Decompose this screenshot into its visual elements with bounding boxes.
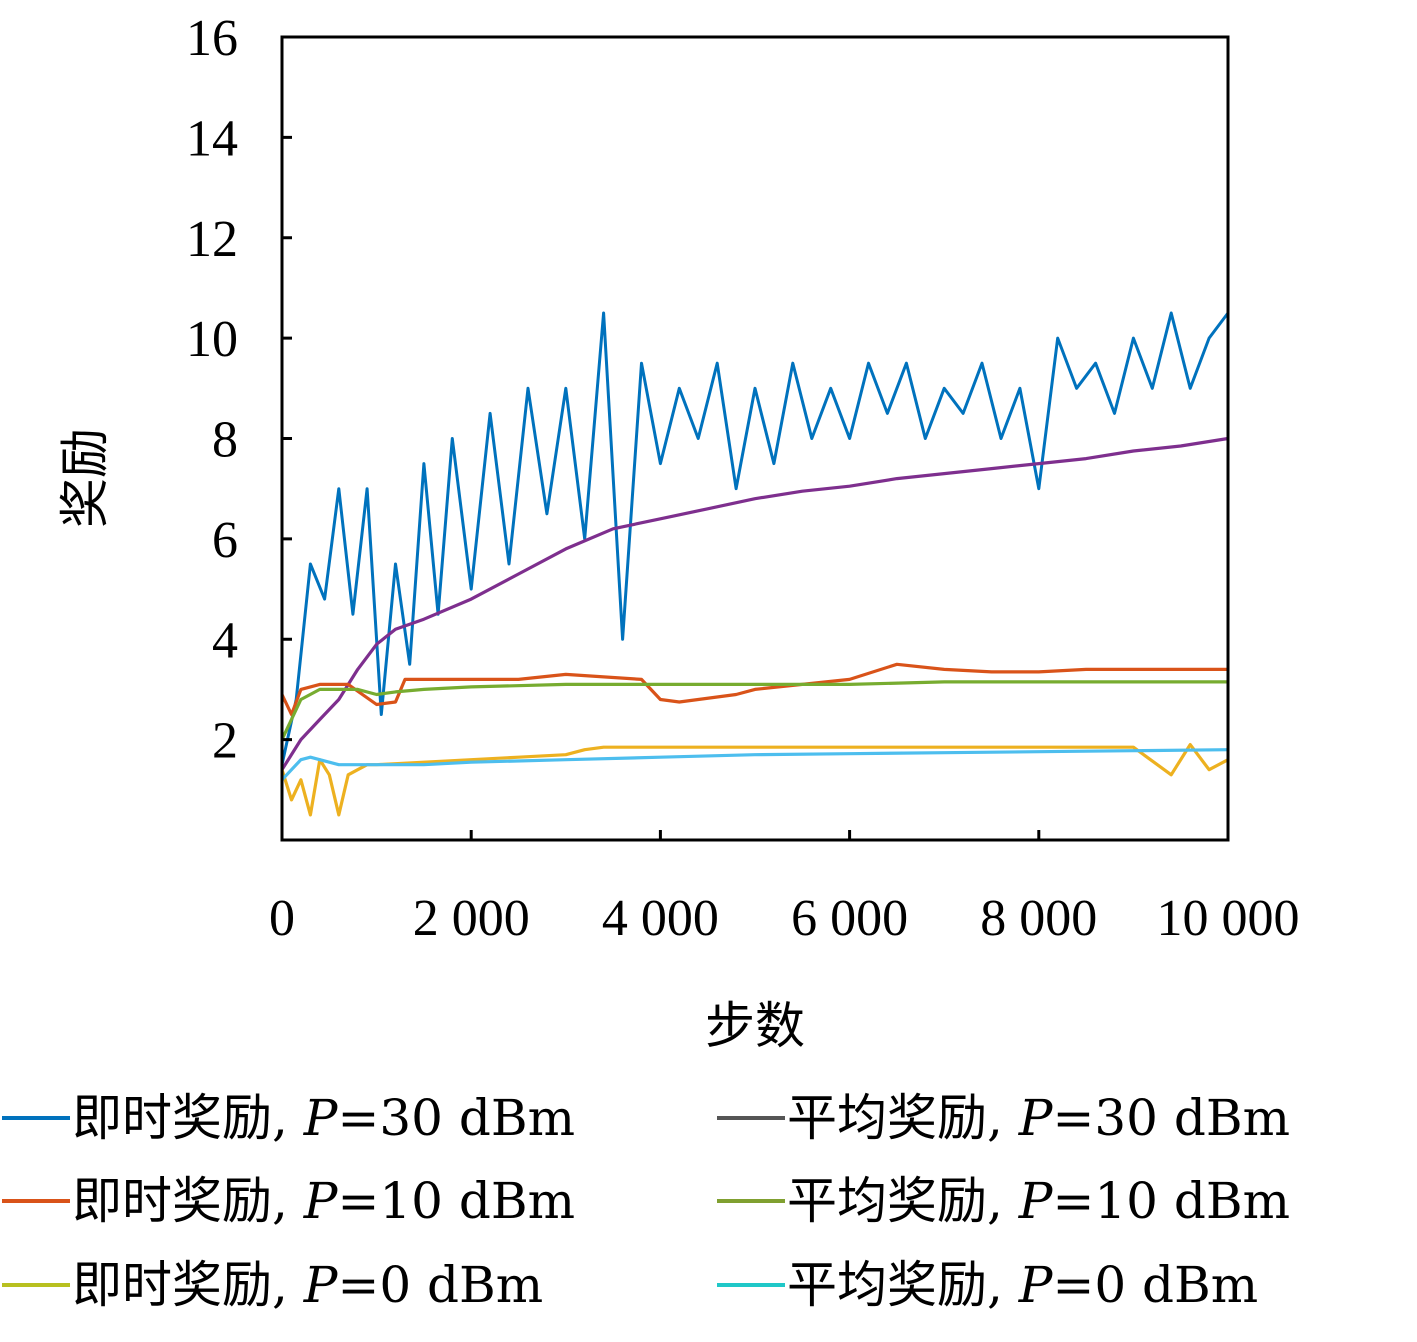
legend-label: 即时奖励, P=0 dBm: [72, 1256, 543, 1314]
legend-item-6: 平均奖励, P=0 dBm: [717, 1256, 1258, 1314]
series-line-5: [280, 742, 1229, 817]
series-layer: [280, 311, 1230, 817]
series-line-6: [280, 748, 1229, 781]
x-axis-title: 步数: [705, 997, 805, 1055]
x-tick-label: 0: [269, 890, 295, 947]
x-tick-label: 10 000: [1157, 890, 1300, 947]
legend-label: 即时奖励, P=30 dBm: [72, 1089, 575, 1147]
x-tick-label: 2 000: [413, 890, 530, 947]
y-tick-label: 6: [212, 512, 238, 569]
y-tick-label: 4: [212, 612, 238, 669]
ticks-layer: 0 2 000 4 000 6 000 8 000 10 000 2 4 6 8 10 12 14 16: [186, 10, 1300, 947]
legend-label: 即时奖励, P=10 dBm: [72, 1172, 575, 1230]
y-tick-label: 8: [212, 412, 238, 469]
legend-item-1: 即时奖励, P=30 dBm: [2, 1089, 575, 1147]
legend-label: 平均奖励, P=0 dBm: [787, 1256, 1258, 1314]
x-tick-label: 6 000: [791, 890, 908, 947]
legend-item-5: 即时奖励, P=0 dBm: [2, 1256, 543, 1314]
x-tick-label: 8 000: [980, 890, 1097, 947]
y-axis-title: 奖励: [56, 428, 114, 528]
series-line-2: [280, 436, 1229, 771]
series-line-1: [280, 311, 1230, 766]
series-line-3: [280, 662, 1228, 717]
plot-frame: [280, 35, 1230, 842]
legend-label: 平均奖励, P=30 dBm: [787, 1089, 1290, 1147]
series-line-4: [280, 680, 1228, 741]
y-tick-label: 16: [186, 10, 238, 67]
legend-item-4: 平均奖励, P=10 dBm: [717, 1172, 1290, 1230]
legend-label: 平均奖励, P=10 dBm: [787, 1172, 1290, 1230]
x-tick-label: 4 000: [602, 890, 719, 947]
y-tick-label: 10: [186, 311, 238, 368]
y-tick-label: 12: [186, 211, 238, 268]
y-tick-label: 2: [212, 713, 238, 770]
legend-item-2: 平均奖励, P=30 dBm: [717, 1089, 1290, 1147]
legend-item-3: 即时奖励, P=10 dBm: [2, 1172, 575, 1230]
y-tick-label: 14: [186, 110, 238, 167]
legend: 即时奖励, P=30 dBm 平均奖励, P=30 dBm 即时奖励, P=10 d…: [2, 1089, 1290, 1314]
